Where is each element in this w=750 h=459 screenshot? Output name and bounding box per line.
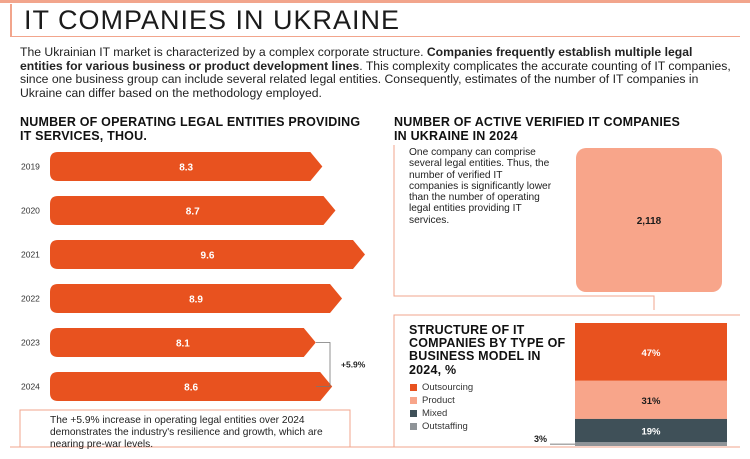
verified-note: One company can comprise several legal e… xyxy=(409,147,552,226)
legend-label-outsourcing: Outsourcing xyxy=(422,381,474,393)
verified-companies-title: NUMBER OF ACTIVE VERIFIED IT COMPANIES I… xyxy=(394,115,681,143)
bar-value-label-2024: 8.6 xyxy=(184,383,198,394)
legal-entities-chart-title: NUMBER OF OPERATING LEGAL ENTITIES PROVI… xyxy=(20,115,361,143)
structure-segment-outstaffing xyxy=(575,442,727,446)
year-label-2019: 2019 xyxy=(21,162,40,172)
legal-entities-bar-2021 xyxy=(50,240,365,269)
year-label-2023: 2023 xyxy=(21,338,40,348)
structure-label-outsourcing: 47% xyxy=(641,348,661,359)
structure-segment-product xyxy=(575,380,727,419)
structure-label-product: 31% xyxy=(641,396,661,407)
bar-value-label-2021: 9.6 xyxy=(201,251,215,262)
verified-companies-bar xyxy=(576,148,722,292)
legend-label-product: Product xyxy=(422,394,455,406)
intro-text-2: . This complexity complicates the accura… xyxy=(20,58,731,100)
title-underline xyxy=(10,36,740,37)
growth-label: +5.9% xyxy=(341,360,366,370)
legal-entities-bar-2020 xyxy=(50,196,336,225)
year-label-2020: 2020 xyxy=(21,206,40,216)
growth-note: The +5.9% increase in operating legal en… xyxy=(50,415,323,450)
legend-swatch-mixed xyxy=(410,409,417,417)
structure-segment-mixed xyxy=(575,418,727,443)
legend-swatch-product xyxy=(410,396,417,404)
top-border xyxy=(0,0,750,3)
legend-item-outsourcing: Outsourcing xyxy=(410,381,473,393)
structure-label-outstaffing: 3% xyxy=(534,434,547,444)
structure-frame xyxy=(393,314,740,447)
intro-paragraph: The Ukrainian IT market is characterized… xyxy=(20,45,738,100)
year-label-2024: 2024 xyxy=(21,382,40,392)
structure-legend: Outsourcing Product Mixed Outstaffing xyxy=(410,381,473,433)
bar-value-label-2019: 8.3 xyxy=(179,163,193,174)
bar-value-label-2020: 8.7 xyxy=(186,207,200,218)
structure-chart-title: STRUCTURE OF IT COMPANIES BY TYPE OF BUS… xyxy=(409,323,566,377)
legal-entities-bar-2023 xyxy=(50,328,316,357)
legend-label-mixed: Mixed xyxy=(422,407,448,419)
bar-value-label-2023: 8.1 xyxy=(176,339,190,350)
verified-value-label: 2,118 xyxy=(637,216,662,227)
legend-swatch-outsourcing xyxy=(410,383,417,391)
intro-text-1: The Ukrainian IT market is characterized… xyxy=(20,45,427,59)
legend-item-outstaffing: Outstaffing xyxy=(410,420,473,432)
legend-label-outstaffing: Outstaffing xyxy=(422,420,468,432)
legal-entities-bar-2019 xyxy=(50,152,323,181)
legend-item-product: Product xyxy=(410,394,473,406)
bar-value-label-2022: 8.9 xyxy=(189,295,203,306)
page-title: IT COMPANIES IN UKRAINE xyxy=(24,5,401,35)
structure-segment-outsourcing xyxy=(575,323,727,381)
legend-swatch-outstaffing xyxy=(410,422,417,430)
year-label-2021: 2021 xyxy=(21,250,40,260)
legal-entities-bar-2022 xyxy=(50,284,343,313)
year-label-2022: 2022 xyxy=(21,294,40,304)
intro-bold-text: Companies frequently establish multiple … xyxy=(20,45,693,73)
growth-bracket xyxy=(316,342,331,387)
note-frame-left xyxy=(19,409,351,447)
legend-item-mixed: Mixed xyxy=(410,407,473,419)
verified-frame xyxy=(393,145,655,310)
legal-entities-bar-2024 xyxy=(50,372,333,401)
structure-label-mixed: 19% xyxy=(641,427,661,438)
title-bar: IT COMPANIES IN UKRAINE xyxy=(10,4,400,36)
